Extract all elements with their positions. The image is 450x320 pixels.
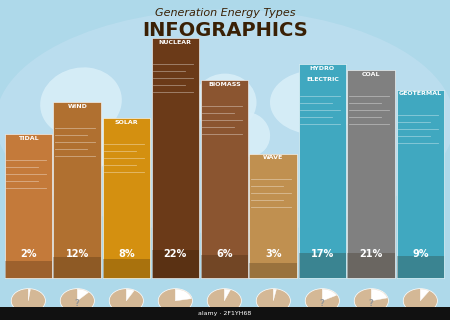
Text: 12%: 12%	[66, 249, 89, 260]
Circle shape	[207, 289, 241, 313]
Ellipse shape	[194, 74, 256, 131]
Bar	[347, 253, 395, 278]
Wedge shape	[176, 289, 191, 301]
Circle shape	[403, 289, 437, 313]
Text: NUCLEAR: NUCLEAR	[159, 40, 192, 45]
Circle shape	[11, 289, 45, 313]
Wedge shape	[371, 289, 387, 301]
Text: WIND: WIND	[68, 104, 87, 109]
Ellipse shape	[0, 10, 450, 234]
Bar	[298, 64, 346, 278]
Text: 3%: 3%	[265, 249, 282, 260]
Text: Generation Energy Types: Generation Energy Types	[155, 8, 295, 18]
Text: GEOTERMAL: GEOTERMAL	[399, 91, 442, 96]
Ellipse shape	[40, 68, 122, 137]
Ellipse shape	[270, 70, 360, 134]
Circle shape	[158, 289, 193, 313]
Bar	[396, 256, 444, 278]
Bar	[152, 250, 199, 278]
Circle shape	[256, 289, 290, 313]
Circle shape	[354, 289, 388, 313]
Ellipse shape	[351, 128, 387, 160]
Wedge shape	[420, 289, 429, 301]
Text: 22%: 22%	[164, 249, 187, 260]
Bar	[54, 257, 101, 278]
Bar	[54, 102, 101, 278]
Text: 6%: 6%	[216, 249, 233, 260]
Bar	[396, 90, 444, 278]
Bar	[347, 70, 395, 278]
Bar	[103, 259, 150, 278]
Text: INFOGRAPHICS: INFOGRAPHICS	[142, 21, 308, 40]
Wedge shape	[28, 289, 30, 301]
Wedge shape	[126, 289, 134, 301]
Text: TIDAL: TIDAL	[18, 136, 39, 141]
Text: ?: ?	[75, 299, 80, 308]
Text: ELECTRIC: ELECTRIC	[306, 77, 339, 82]
Bar	[4, 261, 52, 278]
Text: HYDRO: HYDRO	[310, 66, 335, 71]
Text: 8%: 8%	[118, 249, 135, 260]
Bar	[201, 80, 248, 278]
Circle shape	[305, 289, 339, 313]
Ellipse shape	[225, 112, 270, 157]
Text: ?: ?	[320, 299, 325, 308]
Text: 2%: 2%	[20, 249, 36, 260]
Bar	[152, 38, 199, 278]
Circle shape	[109, 289, 144, 313]
Text: 9%: 9%	[412, 249, 428, 260]
Ellipse shape	[76, 122, 122, 166]
Bar	[249, 263, 297, 278]
Wedge shape	[77, 289, 89, 301]
Bar	[0, 307, 450, 320]
Wedge shape	[273, 289, 276, 301]
Wedge shape	[322, 289, 337, 301]
Text: BIOMASS: BIOMASS	[208, 82, 241, 87]
Text: COAL: COAL	[362, 72, 381, 77]
Bar	[4, 134, 52, 278]
Text: SOLAR: SOLAR	[114, 120, 138, 125]
Bar	[298, 253, 346, 278]
Text: alamy · 2F1YH68: alamy · 2F1YH68	[198, 311, 252, 316]
Text: ?: ?	[369, 299, 374, 308]
Text: WAVE: WAVE	[263, 155, 284, 160]
Bar	[249, 154, 297, 278]
Text: 21%: 21%	[360, 249, 383, 260]
Wedge shape	[224, 289, 230, 301]
Bar	[201, 255, 248, 278]
Bar	[103, 118, 150, 278]
Text: 17%: 17%	[310, 249, 334, 260]
Circle shape	[60, 289, 94, 313]
